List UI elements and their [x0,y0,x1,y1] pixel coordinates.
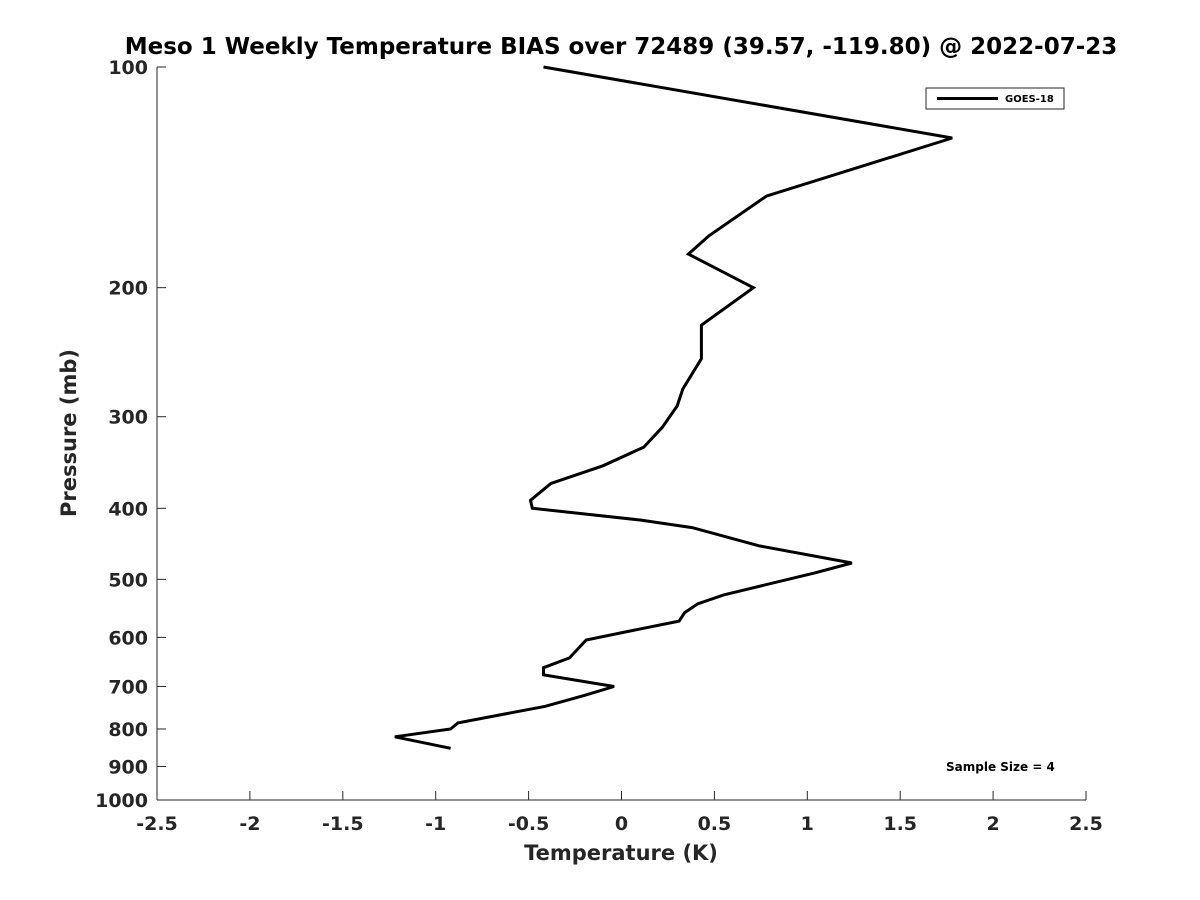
x-tick-label: -2 [239,813,260,835]
x-tick-label: -1 [425,813,446,835]
y-tick-label: 200 [108,278,148,300]
x-tick-label: -0.5 [508,813,550,835]
y-tick-label: 800 [108,719,148,741]
y-tick-label: 500 [108,569,148,591]
x-tick-label: 1 [801,813,814,835]
x-tick-label: 0.5 [698,813,732,835]
x-tick-label: -2.5 [136,813,178,835]
y-tick-label: 1000 [95,790,148,812]
y-tick-label: 300 [108,407,148,429]
x-tick-label: -1.5 [322,813,364,835]
y-axis-label: Pressure (mb) [57,349,81,517]
y-tick-label: 100 [108,57,148,79]
x-tick-label: 2 [986,813,999,835]
series-line-goes-18 [394,65,953,750]
sample-size-annotation: Sample Size = 4 [946,760,1055,774]
x-tick-label: 1.5 [883,813,917,835]
y-tick-label: 700 [108,676,148,698]
x-axis-ticks: -2.5 -2 -1.5 -1 -0.5 0 0.5 1 1.5 2 2.5 [136,791,1103,835]
x-tick-label: 0 [615,813,628,835]
legend-label-goes-18: GOES-18 [1005,94,1054,105]
y-tick-label: 600 [108,627,148,649]
x-axis-label: Temperature (K) [524,841,718,865]
x-tick-label: 2.5 [1069,813,1103,835]
legend: GOES-18 [925,87,1065,110]
y-tick-label: 400 [108,498,148,520]
chart-title: Meso 1 Weekly Temperature BIAS over 7248… [125,34,1118,60]
y-tick-label: 900 [108,756,148,778]
y-axis-ticks: 100 200 300 400 500 600 700 800 900 1000 [95,57,166,812]
